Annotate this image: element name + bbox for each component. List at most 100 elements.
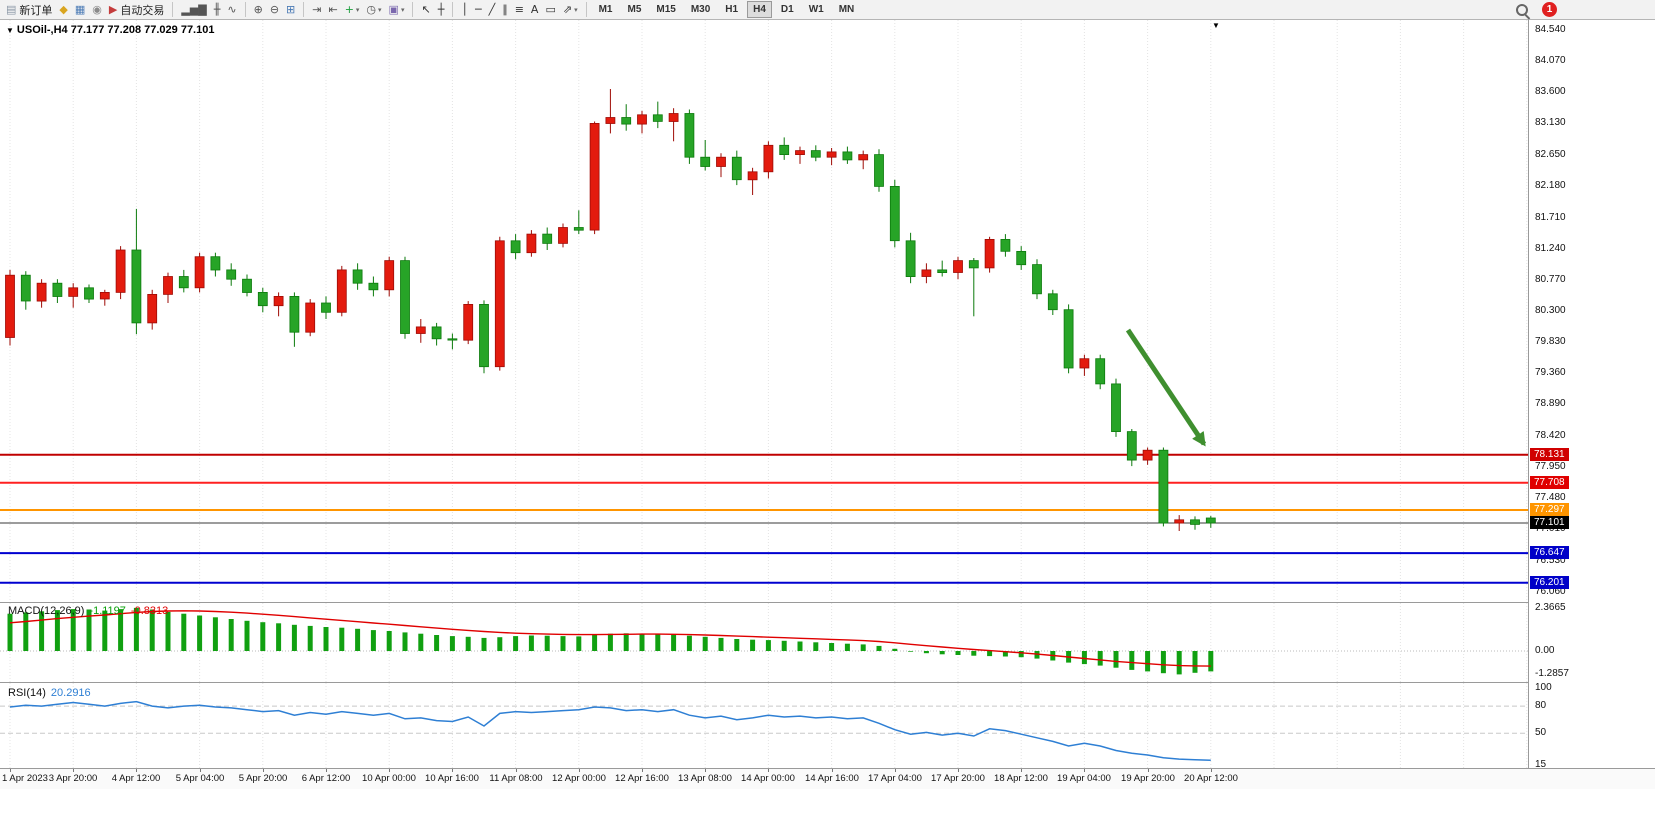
autotrade-play-icon: ▶: [108, 2, 118, 16]
arrow-object-icon: ⇗: [562, 2, 573, 16]
candle: [463, 301, 474, 345]
time-tick: [389, 769, 390, 772]
time-label: 5 Apr 20:00: [238, 773, 288, 784]
market-chart-button[interactable]: ▦: [72, 1, 88, 19]
panel-separator[interactable]: [0, 602, 1655, 603]
timeframe-d1[interactable]: D1: [780, 4, 794, 15]
periods-button[interactable]: ◷ ▾: [363, 1, 384, 19]
label-tool-button[interactable]: ▭: [542, 1, 558, 19]
timeframe-h4[interactable]: H4: [747, 1, 772, 18]
indicators-button[interactable]: + ▾: [342, 1, 363, 19]
macd-name: MACD(12,26,9): [8, 605, 85, 617]
candle: [384, 256, 395, 297]
zoom-out-icon: ⊖: [269, 2, 280, 16]
symbol-title: USOil-,H4: [16, 24, 68, 36]
tile-windows-button[interactable]: ⊞: [283, 1, 298, 19]
panel-separator[interactable]: [0, 682, 1655, 683]
macd-panel[interactable]: [0, 603, 1528, 683]
crosshair-icon: ┼: [437, 2, 445, 16]
candle: [510, 234, 521, 260]
macd-signal-line: [9, 610, 1211, 667]
candle: [479, 300, 489, 374]
chart-shift-marker[interactable]: ▼: [1212, 21, 1220, 30]
price-tick: 77.480: [1535, 492, 1566, 503]
channel-tool-button[interactable]: ∥: [499, 1, 511, 19]
timeframe-m5[interactable]: M5: [627, 4, 642, 15]
line-chart-mode-button[interactable]: ∿: [224, 1, 239, 19]
candle: [352, 263, 363, 290]
text-icon: A: [530, 2, 539, 16]
macd-axis-label: 2.3665: [1535, 602, 1566, 613]
candle: [573, 210, 584, 235]
price-axis[interactable]: 84.540 84.070 83.600 83.130 82.650 82.180 81.7…: [1528, 20, 1655, 770]
auto-scroll-button[interactable]: ⇥: [309, 1, 324, 19]
timeframe-h1[interactable]: H1: [725, 4, 739, 15]
candle: [621, 104, 632, 131]
hline-tool-button[interactable]: ─: [472, 1, 485, 19]
candle: [336, 265, 347, 317]
templates-button[interactable]: ▣ ▾: [386, 1, 408, 19]
zoom-out-button[interactable]: ⊖: [267, 1, 282, 19]
candle: [968, 258, 979, 317]
price-tick: 80.770: [1535, 274, 1566, 285]
price-tick: 76.060: [1535, 586, 1566, 597]
candle: [558, 223, 568, 248]
time-tick: [832, 769, 833, 772]
text-tool-button[interactable]: A: [528, 1, 542, 19]
notification-badge[interactable]: 1: [1542, 2, 1557, 17]
timeframe-m1[interactable]: M1: [598, 4, 613, 15]
rsi-panel[interactable]: [0, 683, 1528, 768]
announcement-icon: ◉: [92, 2, 102, 16]
candle: [368, 276, 379, 297]
auto-scroll-icon: ⇥: [312, 2, 322, 16]
candle: [1063, 304, 1074, 374]
time-label: 10 Apr 16:00: [425, 773, 479, 784]
new-order-button[interactable]: ▤ 新订单: [3, 1, 55, 19]
crosshair-tool-button[interactable]: ┼: [435, 1, 448, 19]
timeframe-m30[interactable]: M30: [690, 4, 711, 15]
timeframe-w1[interactable]: W1: [808, 4, 824, 15]
candle: [226, 263, 237, 286]
rsi-label: RSI(14) 20.2916: [8, 687, 91, 699]
cursor-tool-button[interactable]: ↖: [418, 1, 433, 19]
candle: [1000, 234, 1011, 257]
arrows-tool-button[interactable]: ⇗ ▾: [560, 1, 581, 19]
dropdown-caret-icon: ▾: [355, 5, 360, 14]
chart-shift-button[interactable]: ⇤: [325, 1, 340, 19]
time-tick: [768, 769, 769, 772]
candle: [731, 150, 742, 186]
news-button[interactable]: ◉: [89, 1, 105, 19]
symbol-menu-icon[interactable]: ▼: [6, 26, 14, 35]
candle: [242, 274, 252, 297]
candle: [5, 269, 15, 346]
candle: [1016, 246, 1027, 270]
toolbar-separator: [303, 2, 305, 17]
time-tick: [73, 769, 74, 772]
bar-chart-mode-button[interactable]: ▂▅▇: [178, 1, 209, 19]
trendline-tool-button[interactable]: ╱: [486, 1, 499, 19]
channel-icon: ∥: [502, 2, 508, 16]
toolbar-separator: [172, 2, 174, 17]
time-tick: [895, 769, 896, 772]
candlestick-icon: ╫: [213, 2, 221, 16]
candle-chart-mode-button[interactable]: ╫: [211, 1, 224, 19]
timeframe-m15[interactable]: M15: [656, 4, 676, 15]
fibonacci-tool-button[interactable]: ≡: [512, 1, 527, 19]
time-axis[interactable]: 1 Apr 2023 3 Apr 20:00 4 Apr 12:00 5 Apr 04…: [0, 768, 1655, 789]
candle: [178, 269, 189, 293]
bar-chart-icon: ▂▅▇: [181, 2, 207, 16]
zoom-in-button[interactable]: ⊕: [251, 1, 266, 19]
price-chart[interactable]: [0, 20, 1528, 603]
time-label: 14 Apr 00:00: [741, 773, 795, 784]
time-tick: [1148, 769, 1149, 772]
candle: [1079, 354, 1090, 376]
candle: [684, 109, 695, 164]
symbols-button[interactable]: ◆: [56, 1, 70, 19]
auto-trading-button[interactable]: ▶ 自动交易: [106, 1, 167, 19]
timeframe-mn[interactable]: MN: [838, 4, 855, 15]
trend-arrow[interactable]: [1125, 328, 1207, 447]
price-level-badge: 77.297: [1530, 503, 1569, 516]
vline-tool-button[interactable]: │: [458, 1, 471, 19]
new-order-label: 新订单: [19, 4, 53, 17]
search-icon[interactable]: [1516, 4, 1528, 16]
